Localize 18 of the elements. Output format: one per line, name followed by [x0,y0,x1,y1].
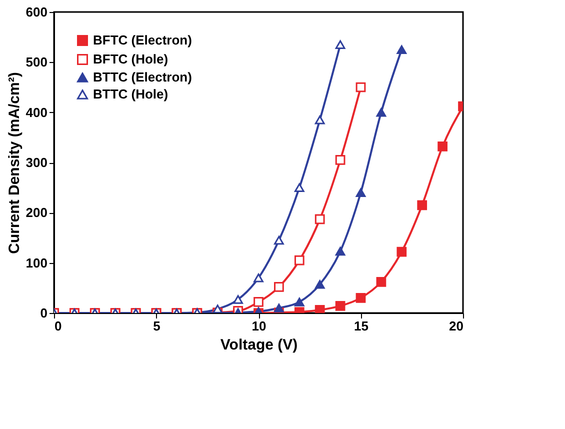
x-tick-label: 0 [54,318,62,334]
legend-label: BFTC (Electron) [93,32,192,48]
legend-label: BTTC (Electron) [93,70,192,84]
x-tick-label: 15 [354,318,368,334]
x-tick-label: 5 [153,318,160,334]
legend-label: BFTC (Hole) [93,52,168,66]
y-tick-label: 0 [40,306,48,320]
y-axis-title: Current Density (mA/cm²) [6,72,23,254]
y-tick-label: 500 [26,54,48,70]
y-tick-label: 600 [26,4,48,20]
y-tick-label: 400 [26,104,48,120]
x-tick-label: 20 [449,318,464,334]
y-tick-label: 100 [26,255,48,270]
x-tick-label: 10 [252,318,266,334]
legend-label: BTTC (Hole) [93,86,168,102]
y-tick-label: 200 [26,205,48,220]
x-axis-title: Voltage (V) [220,336,298,354]
y-tick-label: 300 [26,155,48,170]
